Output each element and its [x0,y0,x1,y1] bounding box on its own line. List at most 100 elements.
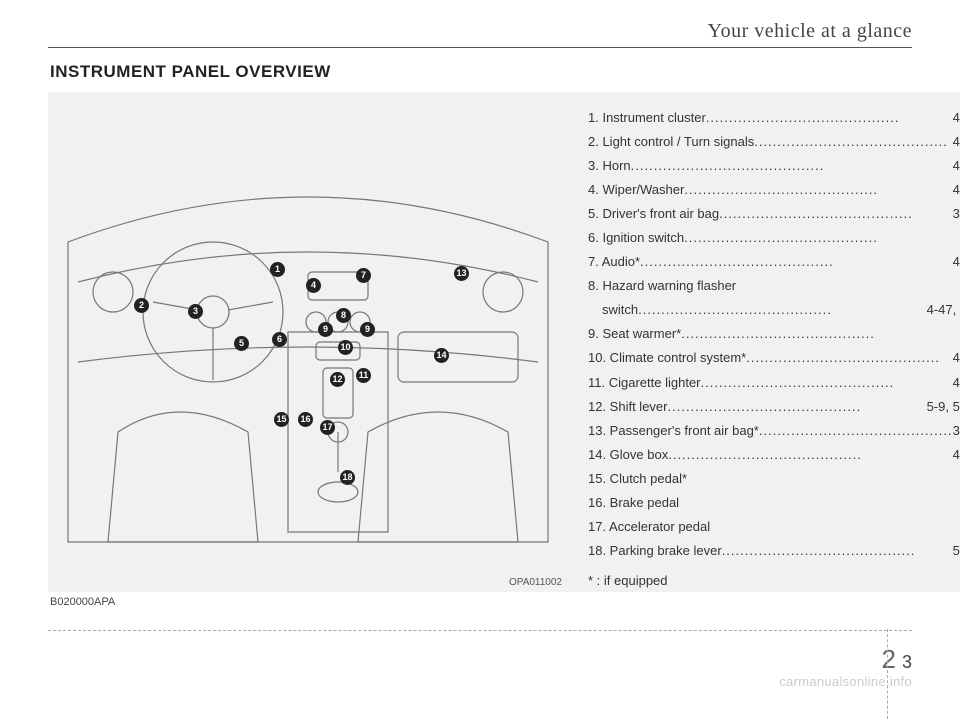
list-item-label: 4. Wiper/Washer [588,178,684,202]
watermark: carmanualsonline.info [779,674,912,689]
dot-leader: ........................................… [684,178,952,202]
dot-leader: ........................................… [722,539,953,563]
chapter-number: 2 [882,644,896,675]
list-item-page: 4-52 [953,178,960,202]
list-item: 8. Hazard warning flasherswitch ........… [588,274,960,322]
list-item-page: 4-77 [953,250,960,274]
callout-badge: 6 [272,332,287,347]
callout-badge: 15 [274,412,289,427]
list-item: 6. Ignition switch .....................… [588,226,960,250]
callout-badge: 12 [330,372,345,387]
list-item-label: 1. Instrument cluster [588,106,706,130]
list-item-page: 3-43 [953,202,960,226]
footnote: * : if equipped [588,569,668,593]
dot-leader: ........................................… [706,106,953,130]
header-title: Your vehicle at a glance [708,20,912,43]
list-item: 15. Clutch pedal* [588,467,960,491]
callout-badge: 1 [270,262,285,277]
page-number: 2 3 [882,644,912,675]
list-item: 12. Shift lever ........................… [588,395,960,419]
callout-badge: 9 [318,322,333,337]
list-item: 16. Brake pedal [588,491,960,515]
list-item-label: 12. Shift lever [588,395,668,419]
callout-badge: 10 [338,340,353,355]
callout-badge: 14 [434,348,449,363]
list-item: 14. Glove box ..........................… [588,443,960,467]
list-item: 5. Driver's front air bag ..............… [588,202,960,226]
callout-badge: 17 [320,420,335,435]
list-item: 17. Accelerator pedal [588,515,960,539]
list-item-label: 13. Passenger's front air bag* [588,419,759,443]
dot-leader: ........................................… [754,130,952,154]
dot-leader: ........................................… [681,322,960,346]
section-title: INSTRUMENT PANEL OVERVIEW [50,62,912,82]
list-item-page: 5-9, 5-12 [927,395,960,419]
dot-leader: ........................................… [631,154,953,178]
list-item: 3. Horn ................................… [588,154,960,178]
list-item-page: 4-57 [953,346,960,370]
list-item-page: 5-19 [953,539,960,563]
page-number-value: 3 [902,652,912,673]
callout-badge: 2 [134,298,149,313]
dot-leader: ........................................… [668,395,927,419]
dashboard-svg [58,132,558,552]
dot-leader: ........................................… [719,202,952,226]
list-item: 13. Passenger's front air bag* .........… [588,419,960,443]
item-list: 1. Instrument cluster...................… [568,92,960,592]
dot-leader: ........................................… [701,371,953,395]
list-item-label: 17. Accelerator pedal [588,515,710,539]
list-item-page: 4-26 [953,154,960,178]
list-item-label: 6. Ignition switch [588,226,684,250]
list-item-label: 9. Seat warmer* [588,322,681,346]
list-item: 7. Audio* ..............................… [588,250,960,274]
list-item: 9. Seat warmer* ........................… [588,322,960,346]
dot-leader: ........................................… [746,346,952,370]
list-item: 11. Cigarette lighter ..................… [588,371,960,395]
list-item: 18. Parking brake lever ................… [588,539,960,563]
dot-leader: ........................................… [640,250,953,274]
callout-badge: 5 [234,336,249,351]
list-item-label: 14. Glove box [588,443,668,467]
list-item: 1. Instrument cluster...................… [588,106,960,130]
list-item-page: 4-47, 6-2 [927,298,960,322]
list-item-label: 7. Audio* [588,250,640,274]
dot-leader: ........................................… [638,298,926,322]
list-item-label: 8. Hazard warning flasher [588,274,960,298]
callout-badge: 18 [340,470,355,485]
dot-leader: ........................................… [759,419,953,443]
list-item-label: 5. Driver's front air bag [588,202,719,226]
callout-badge: 16 [298,412,313,427]
figure-code-right: OPA011002 [509,577,562,588]
figure-panel: 1234567899101112131415161718 OPA011002 [48,92,568,592]
callout-badge: 13 [454,266,469,281]
list-item-page: 4-68 [953,443,960,467]
list-item-page: 3-43 [953,419,960,443]
list-item-page: 4-31 [953,106,960,130]
list-item: 2. Light control / Turn signals ........… [588,130,960,154]
list-item-label-cont: switch [602,298,638,322]
callout-badge: 11 [356,368,371,383]
list-item-label: 10. Climate control system* [588,346,746,370]
dot-leader: ........................................… [684,226,960,250]
callout-badge: 3 [188,304,203,319]
dot-leader: ........................................… [668,443,952,467]
list-item-page: 4-48 [953,130,960,154]
footer-dashed-rule [48,630,912,631]
list-item-label: 11. Cigarette lighter [588,371,701,395]
list-item-label: 3. Horn [588,154,631,178]
list-item: 10. Climate control system* ............… [588,346,960,370]
list-item: 4. Wiper/Washer ........................… [588,178,960,202]
callout-badge: 8 [336,308,351,323]
list-item-label: 18. Parking brake lever [588,539,722,563]
dashboard-illustration: 1234567899101112131415161718 [58,132,558,552]
header-rule: Your vehicle at a glance [48,18,912,48]
callout-badge: 9 [360,322,375,337]
content-area: 1234567899101112131415161718 OPA011002 1… [48,92,912,592]
list-item-label: 2. Light control / Turn signals [588,130,754,154]
list-item-label: 16. Brake pedal [588,491,679,515]
list-item-page: 4-69 [953,371,960,395]
list-item-label: 15. Clutch pedal* [588,467,687,491]
callout-badge: 7 [356,268,371,283]
callout-badge: 4 [306,278,321,293]
figure-code-left: B020000APA [50,596,912,608]
